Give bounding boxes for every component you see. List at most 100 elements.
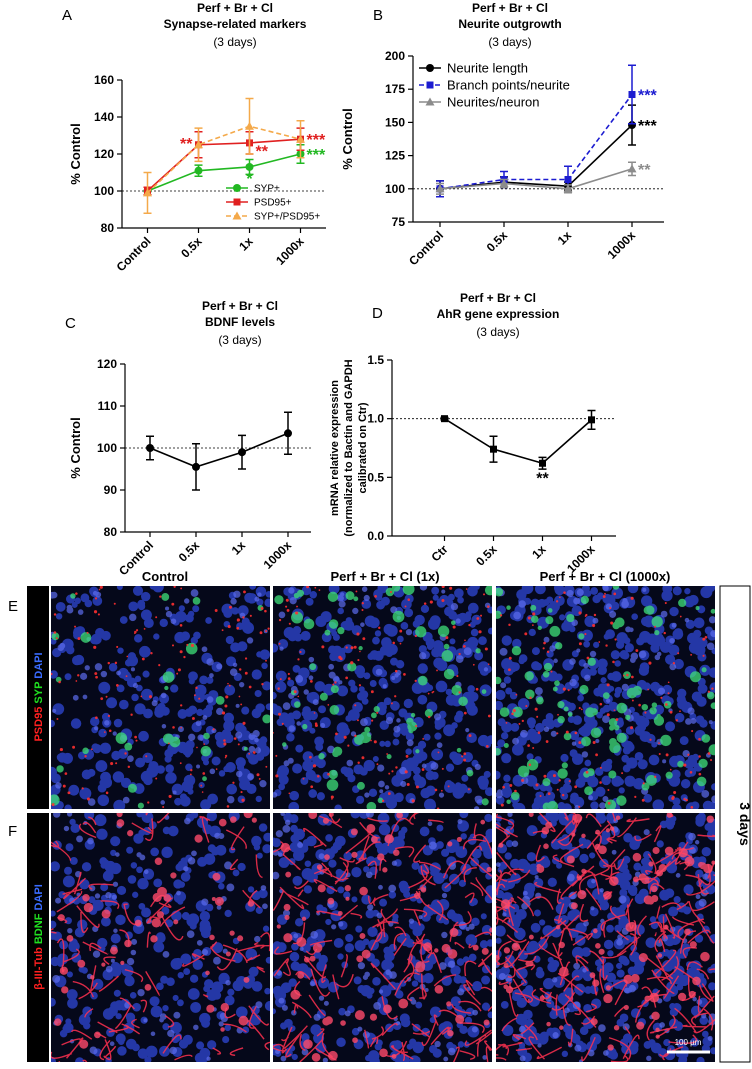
significance: * xyxy=(246,171,253,188)
x-tick-label: 1x xyxy=(529,542,549,562)
legend-label: Neurite length xyxy=(447,61,528,76)
legend-marker xyxy=(233,198,241,206)
stain-label: β-III-Tub BDNF DAPI xyxy=(33,884,45,990)
cell-bodies xyxy=(496,813,715,1051)
chart-title: Synapse-related markers xyxy=(164,17,307,31)
chart-title: Perf + Br + Cl xyxy=(202,299,278,313)
marker xyxy=(194,166,203,175)
chart-subtitle: (3 days) xyxy=(476,325,519,339)
y-tick-label: 1.5 xyxy=(367,353,384,367)
chart-title: Perf + Br + Cl xyxy=(460,291,536,305)
micrograph xyxy=(496,586,715,809)
red-signal xyxy=(499,591,714,809)
y-axis-label: % Control xyxy=(340,108,355,169)
marker xyxy=(499,178,509,187)
y-tick-label: 0.5 xyxy=(367,470,384,484)
micrograph xyxy=(273,813,492,1062)
significance: ** xyxy=(180,136,193,153)
chart-title: Neurite outgrowth xyxy=(458,17,561,31)
y-axis-label: % Control xyxy=(68,417,83,478)
micrograph xyxy=(496,813,715,1062)
chart-title: Perf + Br + Cl xyxy=(472,1,548,15)
x-tick-label: 1x xyxy=(229,538,249,558)
chart-subtitle: (3 days) xyxy=(218,333,261,347)
duration-box xyxy=(719,585,751,1063)
column-label: Control xyxy=(142,569,188,584)
marker xyxy=(194,140,203,149)
panel-letter: A xyxy=(62,7,72,24)
panel-letter: F xyxy=(8,823,17,840)
y-tick-label: 110 xyxy=(98,399,118,413)
y-tick-label: 1.0 xyxy=(367,412,384,426)
y-tick-label: 150 xyxy=(385,115,405,129)
legend-marker xyxy=(232,211,242,220)
y-tick-label: 90 xyxy=(104,483,118,497)
nuclei xyxy=(51,586,270,809)
stain-strip xyxy=(27,586,49,809)
significance: *** xyxy=(638,88,657,105)
red-signal xyxy=(51,586,270,809)
y-tick-label: 200 xyxy=(385,49,405,63)
series-line xyxy=(146,125,301,194)
neurites xyxy=(273,813,492,1062)
y-tick-label: 100 xyxy=(385,182,405,196)
legend-label: SYP+/PSD95+ xyxy=(254,212,320,223)
x-tick-label: 1x xyxy=(555,228,575,248)
series-line xyxy=(439,94,633,190)
stain: BDNF xyxy=(33,913,45,944)
x-tick-label: 0.5x xyxy=(178,234,205,261)
chart-title: Perf + Br + Cl xyxy=(197,1,273,15)
micrograph xyxy=(51,813,270,1062)
x-tick-label: 0.5x xyxy=(473,542,500,569)
significance: *** xyxy=(307,132,326,149)
marker xyxy=(563,184,573,193)
x-tick-label: 1x xyxy=(236,234,256,254)
marker xyxy=(628,91,636,99)
significance: ** xyxy=(638,162,651,179)
marker xyxy=(284,429,292,438)
micrographs xyxy=(51,586,715,1062)
legend-label: Neurites/neuron xyxy=(447,95,540,110)
marker xyxy=(441,415,448,423)
y-axis-label: mRNA relative expression xyxy=(329,380,341,516)
nuclei-bright xyxy=(496,813,715,1062)
marker xyxy=(564,176,572,184)
marker xyxy=(627,164,637,173)
x-tick-label: 1000x xyxy=(261,538,295,572)
series-line xyxy=(149,432,289,468)
scale-bar-label: 100 µm xyxy=(675,1038,702,1047)
series-line xyxy=(444,417,593,465)
y-tick-label: 120 xyxy=(97,357,117,371)
panel-letter: D xyxy=(372,305,383,322)
significance: *** xyxy=(307,147,326,164)
y-tick-label: 80 xyxy=(101,221,115,235)
marker xyxy=(435,184,445,193)
cell-bodies xyxy=(54,813,257,1049)
marker xyxy=(245,162,254,171)
chart-subtitle: (3 days) xyxy=(213,35,256,49)
y-tick-label: 125 xyxy=(385,149,405,163)
y-tick-label: 75 xyxy=(392,215,406,229)
legend-marker xyxy=(426,64,434,72)
legend-label: SYP+ xyxy=(254,184,280,195)
series-line xyxy=(147,153,301,192)
marker xyxy=(245,121,254,130)
nuclei-bright xyxy=(273,813,488,1062)
stain: DAPI xyxy=(33,884,45,910)
stain-label: PSD95 SYP DAPI xyxy=(33,652,45,741)
y-axis-label: (normalized to Bactin and GAPDH xyxy=(343,359,355,536)
marker xyxy=(192,462,200,471)
marker xyxy=(490,445,497,453)
micrograph xyxy=(273,586,492,809)
x-tick-label: 1000x xyxy=(605,228,639,262)
y-axis-label: calibrated on Ctr) xyxy=(357,402,369,493)
y-tick-label: 80 xyxy=(104,525,118,539)
panel-letter: C xyxy=(65,315,76,332)
chart-title: BDNF levels xyxy=(205,315,275,329)
marker xyxy=(539,459,546,467)
chart-title: AhR gene expression xyxy=(437,307,560,321)
nuclei-bright xyxy=(51,589,268,806)
duration-label: 3 days xyxy=(737,802,752,846)
y-tick-label: 160 xyxy=(94,73,114,87)
y-tick-label: 175 xyxy=(385,82,405,96)
